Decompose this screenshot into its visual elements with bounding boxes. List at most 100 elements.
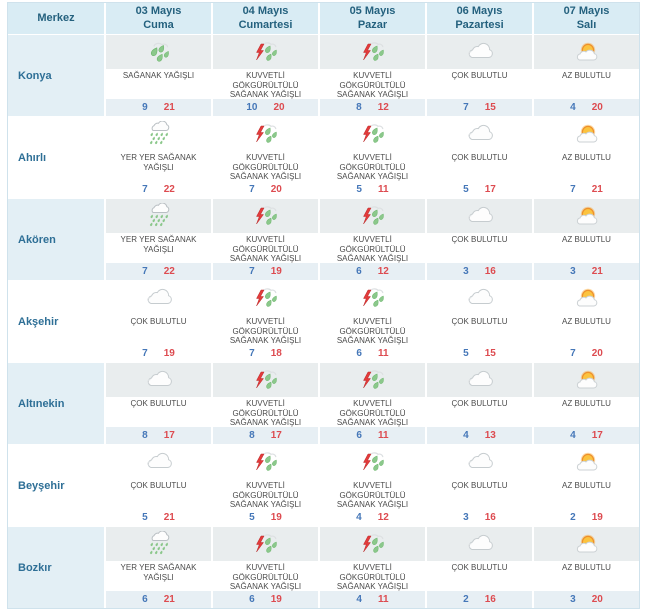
temperature-strip: 7 20 xyxy=(534,345,639,362)
max-temperature: 11 xyxy=(377,430,389,441)
forecast-description: AZ BULUTLU xyxy=(562,71,611,80)
icon-strip xyxy=(534,363,639,397)
min-temperature: 4 xyxy=(356,594,362,605)
forecast-cell: KUVVETLİ GÖKGÜRÜLTÜLÜ SAĞANAK YAĞIŞLI 7 20 xyxy=(211,117,318,198)
table-row: Akören YER YER SAĞANAK YAĞIŞLI 7 22 KUVVETLİ… xyxy=(8,198,639,280)
forecast-description: AZ BULUTLU xyxy=(562,399,611,408)
min-temperature: 5 xyxy=(249,512,255,523)
description-strip: YER YER SAĞANAK YAĞIŞLI xyxy=(106,151,211,181)
forecast-description: AZ BULUTLU xyxy=(562,317,611,326)
icon-strip xyxy=(213,281,318,315)
forecast-cell: YER YER SAĞANAK YAĞIŞLI 6 21 xyxy=(104,527,211,608)
description-strip: AZ BULUTLU xyxy=(534,397,639,427)
thunderstorm-icon xyxy=(248,285,284,311)
description-strip: AZ BULUTLU xyxy=(534,561,639,591)
thunderstorm-icon xyxy=(355,203,391,229)
description-strip: AZ BULUTLU xyxy=(534,315,639,345)
icon-strip xyxy=(106,445,211,479)
city-cell[interactable]: Ahırlı xyxy=(8,117,104,198)
temperature-strip: 8 17 xyxy=(106,427,211,444)
city-cell[interactable]: Beyşehir xyxy=(8,445,104,526)
description-strip: KUVVETLİ GÖKGÜRÜLTÜLÜ SAĞANAK YAĞIŞLI xyxy=(213,479,318,509)
temperature-strip: 6 11 xyxy=(320,427,425,444)
partly-cloudy-icon xyxy=(569,531,605,557)
table-body: Konya SAĞANAK YAĞIŞLI 9 21 KUVVETLİ GÖKGÜRÜL… xyxy=(8,34,639,608)
min-temperature: 8 xyxy=(356,102,362,113)
forecast-description: ÇOK BULUTLU xyxy=(451,317,508,326)
max-temperature: 22 xyxy=(163,184,175,195)
forecast-cell: KUVVETLİ GÖKGÜRÜLTÜLÜ SAĞANAK YAĞIŞLI 10 2… xyxy=(211,35,318,116)
max-temperature: 11 xyxy=(377,184,389,195)
icon-strip xyxy=(213,35,318,69)
icon-strip xyxy=(427,363,532,397)
city-cell[interactable]: Altınekin xyxy=(8,363,104,444)
city-cell[interactable]: Konya xyxy=(8,35,104,116)
header-day-5: 07 Mayıs Salı xyxy=(532,3,639,34)
forecast-cell: KUVVETLİ GÖKGÜRÜLTÜLÜ SAĞANAK YAĞIŞLI 6 12 xyxy=(318,199,425,280)
header-weekday: Pazartesi xyxy=(455,18,504,31)
forecast-description: KUVVETLİ GÖKGÜRÜLTÜLÜ SAĞANAK YAĞIŞLI xyxy=(229,317,302,346)
mostly-cloudy-icon xyxy=(462,367,498,393)
city-cell[interactable]: Bozkır xyxy=(8,527,104,608)
forecast-cell: ÇOK BULUTLU 2 16 xyxy=(425,527,532,608)
forecast-description: ÇOK BULUTLU xyxy=(451,563,508,572)
description-strip: KUVVETLİ GÖKGÜRÜLTÜLÜ SAĞANAK YAĞIŞLI xyxy=(320,315,425,345)
forecast-cell: KUVVETLİ GÖKGÜRÜLTÜLÜ SAĞANAK YAĞIŞLI 6 19 xyxy=(211,527,318,608)
min-temperature: 6 xyxy=(356,266,362,277)
forecast-cell: ÇOK BULUTLU 3 16 xyxy=(425,445,532,526)
min-temperature: 7 xyxy=(570,348,576,359)
icon-strip xyxy=(534,117,639,151)
city-cell[interactable]: Akşehir xyxy=(8,281,104,362)
temperature-strip: 2 16 xyxy=(427,591,532,608)
description-strip: KUVVETLİ GÖKGÜRÜLTÜLÜ SAĞANAK YAĞIŞLI xyxy=(213,315,318,345)
min-temperature: 7 xyxy=(249,348,255,359)
max-temperature: 17 xyxy=(484,184,496,195)
temperature-strip: 5 21 xyxy=(106,509,211,526)
max-temperature: 12 xyxy=(377,266,389,277)
table-row: Bozkır YER YER SAĞANAK YAĞIŞLI 6 21 KUVVETLİ… xyxy=(8,526,639,608)
temperature-strip: 5 11 xyxy=(320,181,425,198)
temperature-strip: 7 19 xyxy=(213,263,318,280)
icon-strip xyxy=(427,35,532,69)
max-temperature: 21 xyxy=(163,594,175,605)
temperature-strip: 3 16 xyxy=(427,509,532,526)
max-temperature: 16 xyxy=(484,512,496,523)
thunderstorm-icon xyxy=(355,121,391,147)
icon-strip xyxy=(106,527,211,561)
min-temperature: 7 xyxy=(142,266,148,277)
max-temperature: 15 xyxy=(484,348,496,359)
min-temperature: 9 xyxy=(142,102,148,113)
partly-cloudy-icon xyxy=(569,121,605,147)
thunderstorm-icon xyxy=(248,367,284,393)
description-strip: KUVVETLİ GÖKGÜRÜLTÜLÜ SAĞANAK YAĞIŞLI xyxy=(213,151,318,181)
forecast-cell: YER YER SAĞANAK YAĞIŞLI 7 22 xyxy=(104,117,211,198)
table-header: Merkez 03 Mayıs Cuma 04 Mayıs Cumartesi … xyxy=(8,3,639,34)
weather-forecast-table: Merkez 03 Mayıs Cuma 04 Mayıs Cumartesi … xyxy=(7,2,640,609)
header-weekday: Pazar xyxy=(357,18,388,31)
forecast-cell: KUVVETLİ GÖKGÜRÜLTÜLÜ SAĞANAK YAĞIŞLI 4 11 xyxy=(318,527,425,608)
city-cell[interactable]: Akören xyxy=(8,199,104,280)
thunderstorm-icon xyxy=(355,531,391,557)
temperature-strip: 8 17 xyxy=(213,427,318,444)
forecast-description: ÇOK BULUTLU xyxy=(130,317,187,326)
table-row: Altınekin ÇOK BULUTLU 8 17 KUVVETLİ GÖKGÜRÜL… xyxy=(8,362,639,444)
max-temperature: 13 xyxy=(484,430,496,441)
header-date: 06 Mayıs xyxy=(456,4,503,17)
temperature-strip: 7 20 xyxy=(213,181,318,198)
icon-strip xyxy=(427,445,532,479)
icon-strip xyxy=(213,199,318,233)
forecast-cell: ÇOK BULUTLU 3 16 xyxy=(425,199,532,280)
forecast-description: KUVVETLİ GÖKGÜRÜLTÜLÜ SAĞANAK YAĞIŞLI xyxy=(336,71,409,100)
min-temperature: 7 xyxy=(142,348,148,359)
icon-strip xyxy=(320,527,425,561)
partly-cloudy-icon xyxy=(569,285,605,311)
icon-strip xyxy=(106,281,211,315)
icon-strip xyxy=(106,35,211,69)
header-date: 05 Mayıs xyxy=(349,4,396,17)
icon-strip xyxy=(213,117,318,151)
min-temperature: 4 xyxy=(570,430,576,441)
description-strip: KUVVETLİ GÖKGÜRÜLTÜLÜ SAĞANAK YAĞIŞLI xyxy=(320,479,425,509)
max-temperature: 19 xyxy=(163,348,175,359)
temperature-strip: 6 11 xyxy=(320,345,425,362)
forecast-description: YER YER SAĞANAK YAĞIŞLI xyxy=(120,235,197,254)
